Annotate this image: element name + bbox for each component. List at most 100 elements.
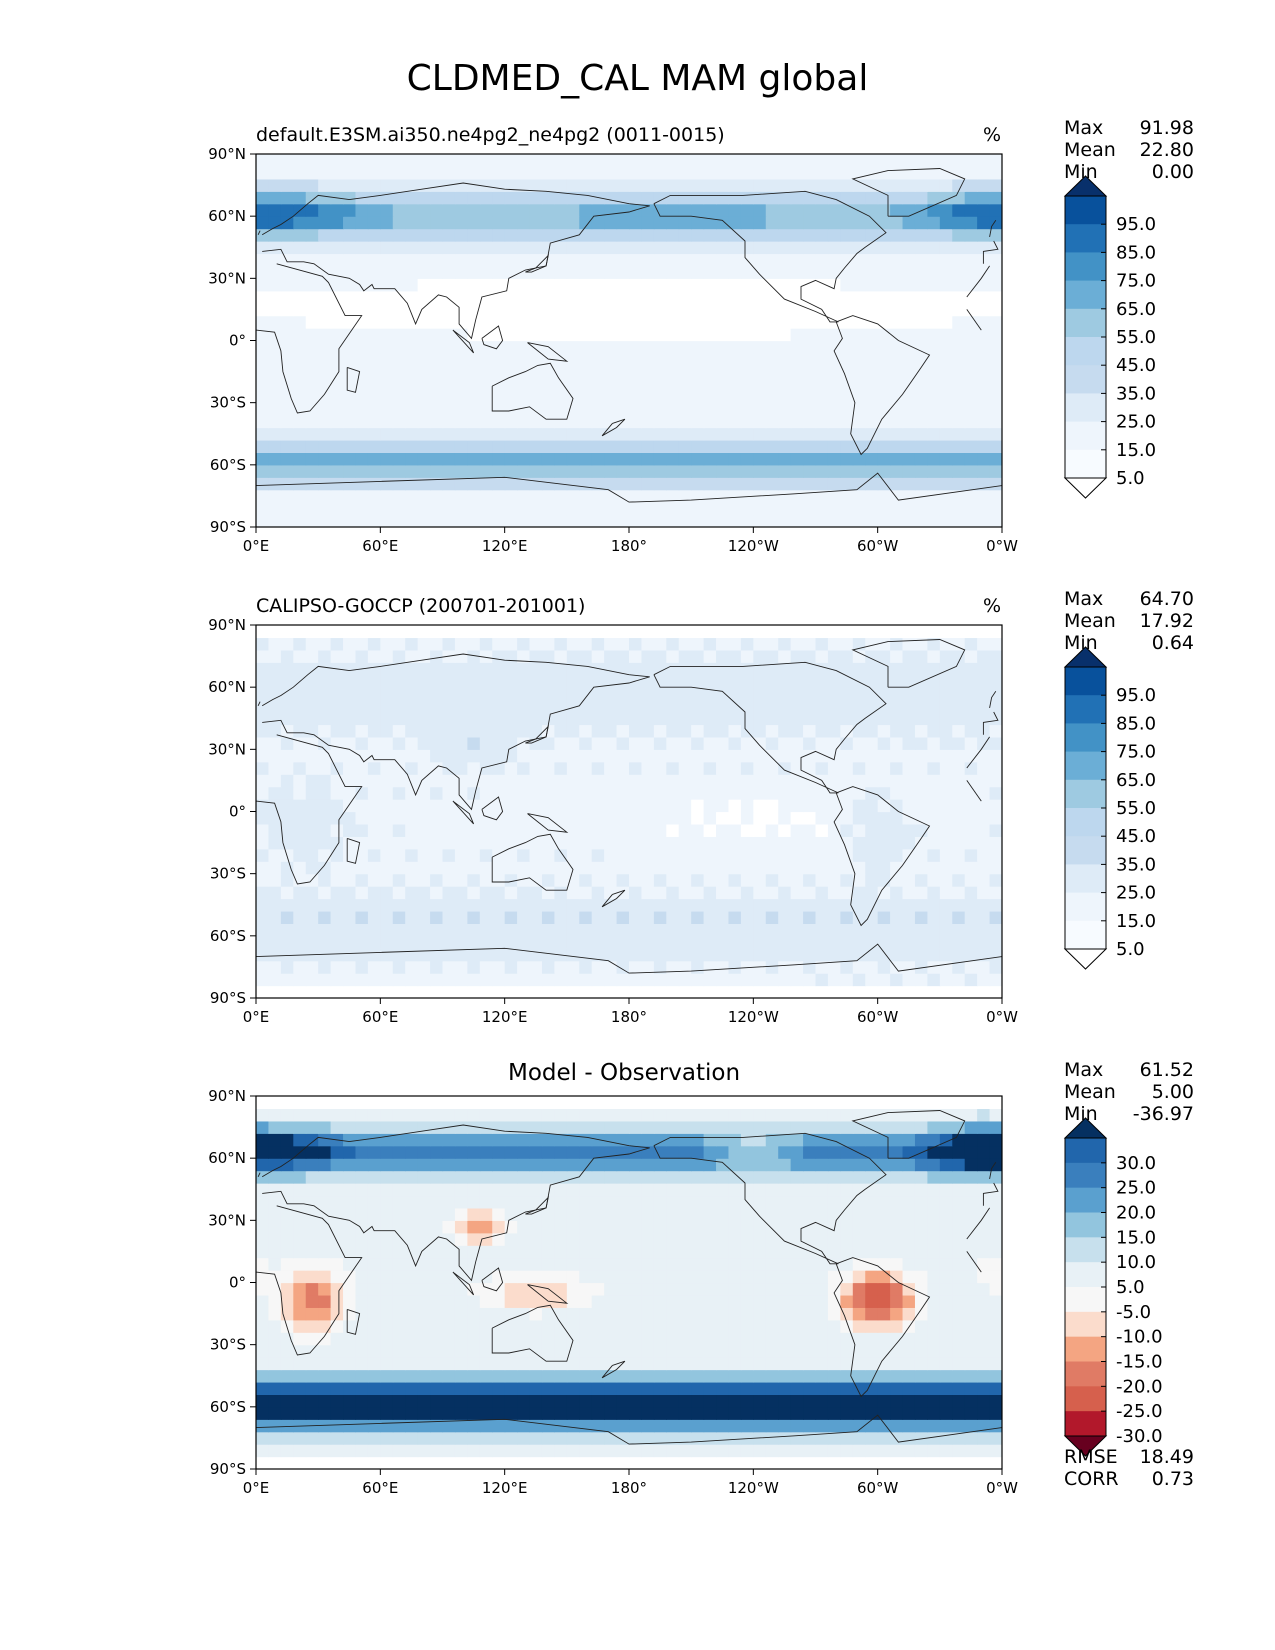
heatmap-cell	[504, 439, 518, 453]
heatmap-cell	[827, 1381, 841, 1395]
heatmap-cell	[716, 898, 730, 912]
heatmap-cell	[865, 415, 879, 429]
heatmap-cell	[566, 303, 580, 317]
heatmap-cell	[815, 1456, 829, 1469]
heatmap-cell	[305, 1294, 319, 1308]
heatmap-cell	[865, 712, 879, 726]
heatmap-cell	[256, 985, 270, 998]
heatmap-cell	[256, 923, 270, 937]
heatmap-cell	[740, 985, 754, 998]
heatmap-cell	[703, 811, 717, 825]
heatmap-cell	[280, 649, 294, 663]
heatmap-cell	[852, 985, 866, 998]
heatmap-cell	[541, 1381, 555, 1395]
heatmap-cell	[890, 736, 904, 750]
heatmap-cell	[691, 464, 705, 478]
heatmap-cell	[442, 328, 456, 342]
heatmap-cell	[355, 1381, 369, 1395]
heatmap-cell	[591, 1344, 605, 1358]
heatmap-cell	[541, 948, 555, 962]
heatmap-cell	[256, 935, 270, 949]
heatmap-cell	[517, 377, 531, 391]
heatmap-cell	[343, 278, 357, 292]
heatmap-cell	[541, 1319, 555, 1333]
heatmap-cell	[504, 1431, 518, 1445]
heatmap-cell	[790, 724, 804, 738]
heatmap-cell	[479, 1245, 493, 1259]
x-tick-label: 120°W	[728, 1008, 779, 1026]
heatmap-cell	[405, 761, 419, 775]
heatmap-cell	[293, 265, 307, 279]
heatmap-cell	[504, 514, 518, 527]
heatmap-cell	[977, 464, 991, 478]
heatmap-cell	[691, 1257, 705, 1271]
heatmap-cell	[653, 1319, 667, 1333]
heatmap-cell	[964, 1220, 978, 1234]
heatmap-cell	[392, 477, 406, 491]
heatmap-cell	[479, 873, 493, 887]
heatmap-cell	[579, 736, 593, 750]
heatmap-cell	[740, 203, 754, 217]
heatmap-cell	[604, 1232, 618, 1246]
heatmap-cell	[293, 191, 307, 205]
heatmap-cell	[318, 1394, 332, 1408]
heatmap-cell	[467, 674, 481, 688]
heatmap-cell	[517, 985, 531, 998]
heatmap-cell	[778, 736, 792, 750]
heatmap-cell	[392, 935, 406, 949]
colorbar-tick-label: 85.0	[1116, 242, 1156, 263]
heatmap-cell	[293, 1245, 307, 1259]
heatmap-cell	[367, 886, 381, 900]
heatmap-cell	[703, 1381, 717, 1395]
heatmap-cell	[566, 502, 580, 516]
heatmap-cell	[753, 823, 767, 837]
heatmap-cell	[902, 253, 916, 267]
heatmap-cell	[890, 265, 904, 279]
heatmap-cell	[678, 761, 692, 775]
heatmap-cell	[803, 265, 817, 279]
y-tick-label: 30°N	[208, 269, 246, 287]
heatmap-cell	[479, 1406, 493, 1420]
heatmap-cell	[740, 228, 754, 242]
heatmap-cell	[877, 674, 891, 688]
heatmap-cell	[653, 1431, 667, 1445]
heatmap-cell	[566, 973, 580, 987]
heatmap-cell	[765, 674, 779, 688]
heatmap-cell	[367, 1257, 381, 1271]
heatmap-cell	[492, 352, 506, 366]
heatmap-cell	[591, 328, 605, 342]
heatmap-cell	[728, 1344, 742, 1358]
heatmap-cell	[952, 340, 966, 354]
heatmap-cell	[467, 154, 481, 168]
heatmap-cell	[442, 886, 456, 900]
heatmap-cell	[927, 228, 941, 242]
heatmap-cell	[952, 1307, 966, 1321]
heatmap-cell	[827, 637, 841, 651]
heatmap-cell	[417, 464, 431, 478]
heatmap-cell	[318, 253, 332, 267]
heatmap-cell	[517, 712, 531, 726]
heatmap-cell	[977, 1394, 991, 1408]
heatmap-cell	[790, 477, 804, 491]
heatmap-cell	[256, 1207, 270, 1221]
heatmap-cell	[430, 241, 444, 255]
heatmap-cell	[815, 377, 829, 391]
heatmap-cell	[293, 799, 307, 813]
heatmap-cell	[716, 352, 730, 366]
heatmap-cell	[517, 1257, 531, 1271]
heatmap-cell	[641, 625, 655, 639]
heatmap-cell	[778, 415, 792, 429]
heatmap-cell	[989, 1232, 1002, 1246]
heatmap-cell	[877, 973, 891, 987]
heatmap-cell	[256, 823, 270, 837]
heatmap-cell	[256, 674, 270, 688]
heatmap-cell	[256, 1257, 270, 1271]
heatmap-cell	[293, 774, 307, 788]
heatmap-cell	[529, 1456, 543, 1469]
heatmap-cell	[492, 1456, 506, 1469]
heatmap-cell	[579, 1332, 593, 1346]
heatmap-cell	[442, 786, 456, 800]
heatmap-cell	[330, 985, 344, 998]
heatmap-cell	[765, 1369, 779, 1383]
heatmap-cell	[629, 786, 643, 800]
